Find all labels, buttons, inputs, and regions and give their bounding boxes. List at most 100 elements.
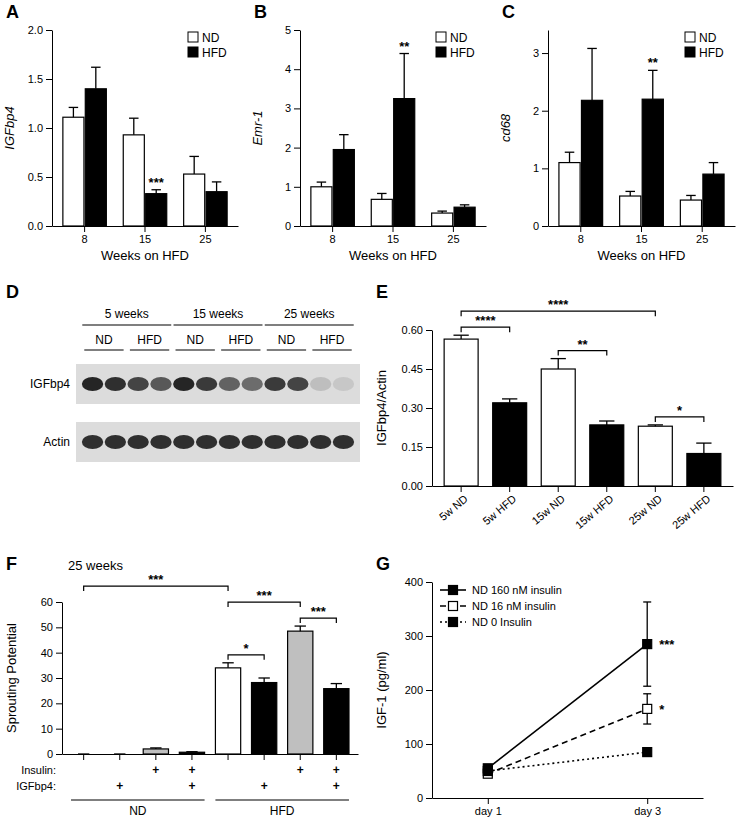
tick: 2.0 — [28, 24, 52, 36]
error-line — [300, 626, 301, 631]
bar — [215, 668, 240, 754]
band — [287, 377, 308, 391]
band — [105, 377, 126, 391]
axis-line — [432, 331, 433, 487]
error-line — [630, 191, 631, 196]
legend-entry: ND — [188, 31, 220, 45]
error-bar — [114, 754, 125, 755]
error-bar — [129, 118, 138, 135]
marker — [643, 640, 652, 649]
bar — [559, 163, 580, 226]
panel-letter: D — [6, 282, 19, 302]
tick: 4 — [285, 63, 300, 75]
tick-label: 0.45 — [402, 363, 423, 375]
group-label: 25 weeks — [284, 307, 335, 321]
tick: 100 — [405, 738, 432, 750]
tick: 0 — [47, 748, 62, 760]
tick-label: 0 — [285, 220, 291, 232]
error-cap — [587, 48, 597, 49]
tick-label: 8 — [578, 233, 584, 245]
legend-label: HFD — [202, 46, 227, 60]
error-line — [652, 70, 653, 99]
error-cap — [258, 677, 269, 678]
tick: 0 — [285, 220, 300, 232]
tick-label: 2.0 — [28, 24, 43, 36]
x-axis-title: Weeks on HFD — [598, 248, 686, 263]
x-axis: day 1day 3 — [433, 798, 704, 817]
bar — [143, 749, 168, 754]
legend-marker — [449, 618, 458, 627]
bar — [394, 99, 415, 226]
tick: 5w HFD — [480, 486, 518, 527]
tick-mark — [294, 187, 300, 188]
error-bar — [437, 211, 446, 213]
panel: day 1day 30100200300400IGF-1 (pg/ml)ND 1… — [374, 554, 704, 817]
tick: 15 — [635, 226, 647, 245]
y-axis: 0102030405060 — [41, 596, 63, 760]
tick: 2 — [533, 105, 548, 117]
error-line — [216, 182, 217, 192]
condition-line — [312, 349, 351, 350]
group-label: HFD — [270, 804, 295, 818]
condition-label: HFD — [228, 333, 253, 347]
error-bar — [151, 190, 160, 194]
tick: 50 — [41, 621, 62, 633]
tick-mark — [300, 754, 301, 760]
plot-marks — [63, 67, 227, 226]
legend-entry: ND — [685, 31, 717, 45]
error-bar — [186, 751, 197, 753]
tick-mark — [542, 226, 548, 227]
bar — [680, 200, 701, 226]
legend-swatch — [188, 32, 198, 42]
error-bar — [587, 48, 597, 100]
axis-line — [300, 31, 301, 227]
tick-mark — [426, 408, 432, 409]
error-line — [73, 107, 74, 117]
tick-mark — [580, 226, 581, 232]
error-line — [321, 182, 322, 187]
bar — [493, 403, 527, 486]
tick-label: 25 — [696, 233, 708, 245]
tick — [119, 754, 120, 760]
legend: ND 160 nM insulinND 16 nM insulinND 0 In… — [440, 584, 562, 628]
band — [150, 435, 171, 449]
tick-label: 0.60 — [402, 324, 423, 336]
error-cap — [317, 181, 326, 182]
tick-label: 25w HFD — [670, 492, 713, 531]
tick-mark — [426, 582, 432, 583]
band — [173, 435, 194, 449]
tick-label: 1.0 — [28, 122, 43, 134]
condition-mark: + — [333, 763, 340, 777]
tick-label: day 3 — [634, 805, 661, 817]
tick-label: 0.15 — [402, 441, 423, 453]
tick: 25 — [696, 226, 708, 245]
bar — [620, 196, 641, 226]
band — [82, 435, 103, 449]
tick-mark — [393, 226, 394, 232]
tick-label: 0.0 — [28, 220, 43, 232]
panel: 5w ND5w HFD15w ND15w HFD25w ND25w HFD0.0… — [374, 282, 734, 531]
error-line — [703, 443, 704, 453]
band — [264, 435, 285, 449]
error-bar — [258, 678, 269, 683]
band — [333, 435, 354, 449]
error-bar — [643, 694, 651, 724]
bracket-label: *** — [148, 572, 164, 587]
tick-mark — [46, 226, 52, 227]
tick-label: 5w HFD — [480, 492, 518, 527]
tick — [336, 754, 337, 760]
error-bar — [460, 205, 469, 207]
axis-line — [52, 31, 53, 227]
marker — [643, 704, 652, 713]
tick: 0.45 — [402, 363, 432, 375]
condition-mark: + — [188, 763, 195, 777]
subtitle: 25 weeks — [68, 558, 123, 573]
band — [105, 435, 126, 449]
bar — [581, 100, 602, 226]
legend: NDHFD — [436, 31, 475, 60]
condition-line — [84, 349, 123, 350]
tick-mark — [145, 226, 146, 232]
error-line — [558, 359, 559, 369]
error-cap — [686, 195, 696, 196]
plot-marks — [483, 602, 651, 778]
